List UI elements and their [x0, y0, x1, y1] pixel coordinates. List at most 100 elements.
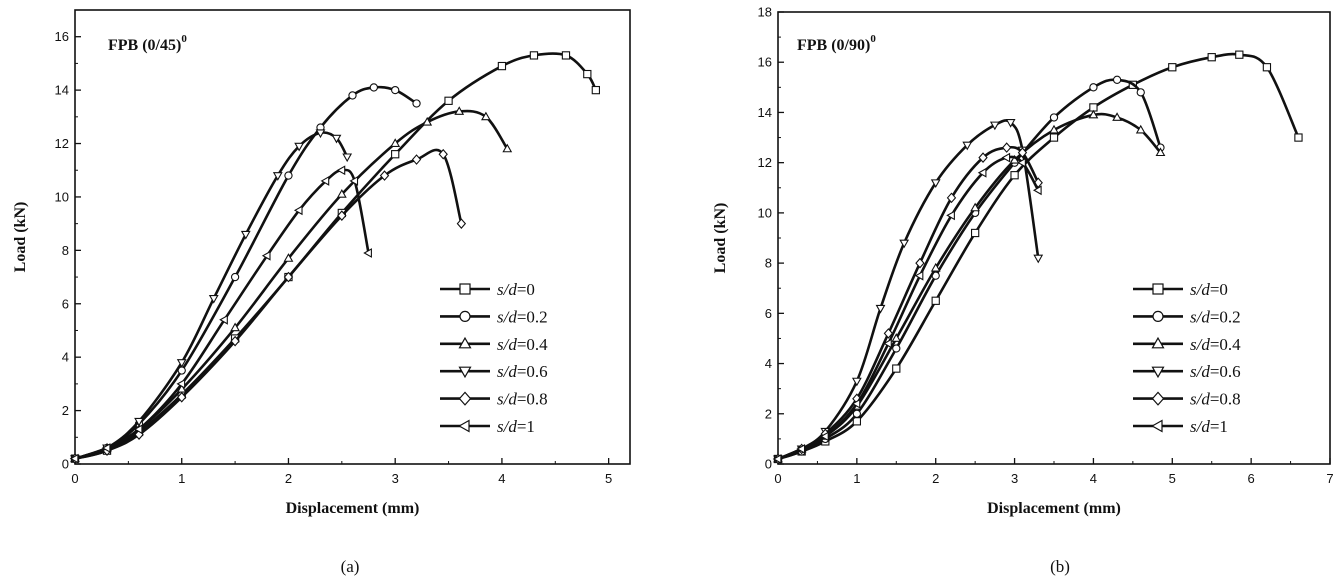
data-point: [1033, 254, 1044, 264]
data-point: [852, 409, 862, 418]
data-point: [379, 170, 390, 181]
data-point: [946, 210, 955, 221]
plot-frame: [74, 9, 631, 465]
data-point: [481, 111, 491, 121]
data-point: [272, 172, 283, 181]
x-tick-label: 7: [1326, 471, 1333, 486]
data-point: [230, 272, 240, 282]
data-point: [883, 328, 894, 339]
data-point: [391, 150, 400, 159]
data-point: [1088, 109, 1099, 119]
x-tick-label: 0: [71, 471, 78, 486]
x-tick-label: 0: [774, 471, 781, 486]
data-point: [412, 99, 421, 108]
y-tick-label: 0: [765, 457, 772, 472]
data-point: [283, 271, 294, 283]
data-point: [349, 176, 359, 186]
data-point: [336, 189, 347, 198]
data-point: [772, 454, 782, 464]
y-tick-label: 16: [55, 29, 69, 44]
series-1: [773, 75, 1165, 464]
legend-marker: [1151, 366, 1165, 379]
y-tick-label: 8: [765, 256, 772, 271]
data-point: [390, 138, 401, 147]
x-tick-label: 1: [178, 471, 185, 486]
data-point: [363, 248, 372, 258]
series-4: [70, 148, 467, 464]
data-point: [1207, 53, 1216, 62]
data-point: [240, 230, 251, 240]
data-point: [561, 51, 571, 60]
data-point: [502, 143, 513, 153]
y-tick-label: 8: [62, 243, 69, 258]
y-tick-label: 14: [758, 105, 772, 120]
y-tick-label: 4: [765, 356, 772, 371]
legend-label: s/d=0.4: [1190, 335, 1241, 354]
y-tick-label: 0: [62, 457, 69, 472]
x-tick-label: 2: [932, 471, 939, 486]
x-tick-label: 3: [392, 471, 399, 486]
legend-marker: [1152, 310, 1164, 322]
legend-label: s/d=1: [497, 417, 535, 436]
x-tick-label: 5: [605, 471, 612, 486]
data-point: [1005, 119, 1016, 128]
data-point: [337, 210, 347, 221]
data-point: [219, 314, 228, 325]
data-point: [336, 165, 346, 176]
data-point: [1049, 113, 1059, 122]
data-point: [176, 359, 187, 368]
data-point: [978, 152, 988, 163]
data-point: [962, 141, 973, 151]
data-point: [444, 96, 453, 105]
series-5: [772, 152, 1042, 464]
x-tick-label: 4: [498, 471, 505, 486]
y-axis-label: Load (kN): [712, 203, 729, 274]
data-point: [970, 202, 981, 212]
x-tick-label: 2: [285, 471, 292, 486]
y-tick-label: 4: [62, 350, 69, 365]
legend-marker: [1151, 391, 1165, 406]
legend-marker: [1152, 283, 1164, 295]
data-point: [914, 270, 924, 281]
legend-label: s/d=0.2: [497, 307, 548, 326]
x-axis-label: Displacement (mm): [286, 500, 420, 517]
x-tick-label: 5: [1169, 471, 1176, 486]
series-line: [73, 109, 509, 460]
data-point: [892, 364, 901, 373]
legend-label: s/d=1: [1190, 417, 1228, 436]
y-tick-label: 18: [758, 5, 772, 20]
data-point: [883, 338, 892, 349]
series-line: [73, 148, 463, 460]
data-point: [970, 228, 980, 238]
legend-label: s/d=0: [1190, 280, 1228, 299]
legend-label: s/d=0: [497, 280, 535, 299]
y-tick-label: 16: [758, 55, 772, 70]
data-point: [208, 294, 219, 304]
data-point: [348, 91, 357, 100]
data-point: [284, 171, 293, 180]
data-point: [583, 69, 592, 79]
legend-marker: [459, 283, 471, 295]
series-3: [70, 129, 353, 464]
series-line: [776, 155, 1040, 461]
data-point: [101, 443, 111, 453]
data-point: [176, 378, 186, 389]
data-point: [1017, 157, 1026, 168]
legend-marker: [458, 366, 472, 379]
data-point: [1168, 63, 1177, 72]
data-point: [1155, 147, 1166, 157]
data-point: [1136, 88, 1145, 97]
data-point: [820, 431, 829, 442]
data-point: [946, 192, 957, 204]
series-2: [773, 109, 1166, 463]
legend: s/d=0 s/d=0.2 s/d=0.4 s/d=0.6 s/d=0.8 s/d=1: [440, 280, 548, 436]
data-point: [320, 176, 330, 186]
data-point: [851, 398, 861, 409]
data-point: [283, 253, 294, 262]
legend-marker: [1151, 419, 1163, 433]
data-point: [293, 205, 303, 216]
x-tick-label: 4: [1090, 471, 1097, 486]
data-point: [456, 218, 467, 229]
data-point: [1112, 75, 1122, 84]
